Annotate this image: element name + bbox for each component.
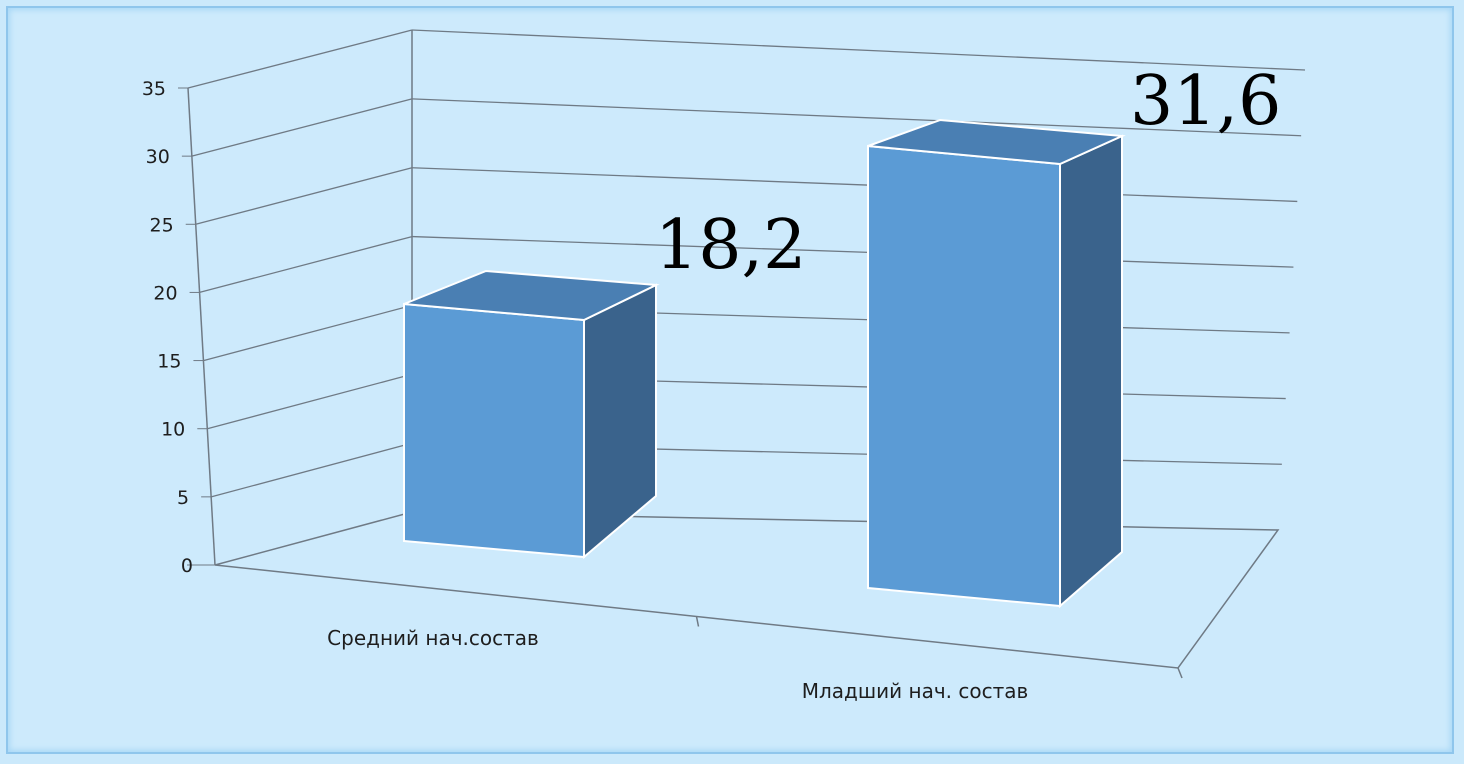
category-divider-tick (695, 616, 700, 627)
data-label-1: 31,6 (1130, 62, 1281, 141)
category-label-0: Средний нач.состав (327, 626, 539, 650)
grid-line-side (195, 167, 413, 225)
bars (403, 118, 1126, 609)
y-tick-label: 5 (177, 487, 189, 509)
bar-front-0 (403, 302, 585, 559)
y-tick-label: 10 (161, 419, 185, 441)
floor-outline (214, 511, 1280, 669)
bar-side-1 (1059, 134, 1123, 609)
grid-line-back (411, 29, 1306, 71)
grid-line-side (207, 373, 413, 430)
grid-line-back (411, 167, 1298, 203)
grid-line-side (191, 98, 413, 157)
grid-line-back (411, 98, 1302, 137)
labels: 0 5 10 15 20 25 30 35 18,2 31,6 Средний нач.состав… (142, 62, 1282, 703)
data-label-0: 18,2 (655, 206, 806, 285)
bar-front-1 (867, 144, 1061, 608)
category-label-1: Младший нач. состав (802, 679, 1029, 703)
bar-top-1 (867, 118, 1126, 166)
grid-line-side (210, 442, 413, 498)
y-axis-line (187, 87, 216, 566)
bar-top-0 (403, 269, 660, 322)
grid-line-side (187, 29, 413, 89)
y-tick-label: 0 (181, 555, 193, 577)
y-tick-label: 30 (146, 146, 170, 168)
y-tick-label: 15 (157, 351, 181, 373)
grid-line-back (411, 235, 1294, 268)
floor-tick (1177, 667, 1183, 679)
grid-line-side (199, 235, 413, 294)
y-tick-label: 35 (142, 78, 166, 100)
grid-line-side (203, 304, 413, 362)
y-tick-label: 25 (150, 214, 174, 236)
y-tick-label: 20 (153, 282, 177, 304)
chart-frame (6, 6, 1454, 754)
